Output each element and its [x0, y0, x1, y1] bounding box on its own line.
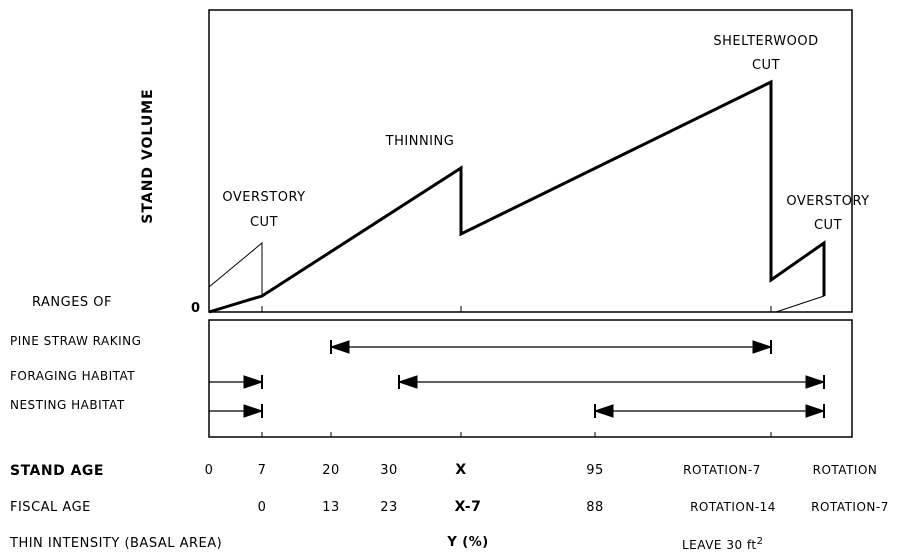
- stand-age-value: ROTATION: [812, 463, 878, 477]
- thin-intensity-leave: LEAVE 30 ft2: [682, 536, 764, 552]
- fiscal-age-value: ROTATION-7: [811, 500, 889, 514]
- annotation-shelterwood-cut-2: CUT: [751, 58, 781, 73]
- annotation-thinning: THINNING: [385, 134, 455, 149]
- annotation-shelterwood-cut-1: SHELTERWOOD: [713, 34, 819, 49]
- volume-envelope-right: [775, 243, 825, 313]
- stand-age-value: 30: [380, 463, 398, 478]
- stand-age-value: 95: [586, 463, 604, 478]
- stand-age-value: 20: [322, 463, 340, 478]
- range-arrow-foraging-early: [209, 375, 264, 389]
- fiscal-age-value: 0: [257, 500, 267, 515]
- range-label-nesting: NESTING HABITAT: [10, 398, 125, 412]
- thin-intensity-leave-text: LEAVE 30 ft: [682, 538, 757, 552]
- fiscal-age-value: X-7: [454, 499, 482, 515]
- stand-volume-curve: [208, 79, 826, 314]
- volume-envelope-left: [208, 241, 263, 296]
- baseline-ticks: [261, 306, 772, 312]
- stand-age-value: X: [455, 462, 467, 478]
- annotation-overstory-cut-left-1: OVERSTORY: [222, 190, 306, 205]
- fiscal-age-value: 13: [322, 500, 340, 515]
- stand-age-value: ROTATION-7: [683, 463, 761, 477]
- range-arrow-nesting-late: [593, 404, 826, 418]
- stand-age-value: 7: [257, 463, 267, 478]
- range-arrow-nesting-early: [209, 404, 264, 418]
- stand-age-value: 0: [204, 463, 214, 478]
- annotation-overstory-cut-right-1: OVERSTORY: [786, 194, 870, 209]
- annotation-overstory-cut-left-2: CUT: [249, 215, 279, 230]
- ranges-frame: [208, 319, 853, 438]
- annotation-overstory-cut-right-2: CUT: [813, 218, 843, 233]
- range-arrow-pine-straw: [329, 340, 773, 354]
- range-ticks: [261, 432, 772, 437]
- range-label-pine-straw: PINE STRAW RAKING: [10, 334, 142, 348]
- volume-plot-frame: [208, 9, 853, 313]
- thin-intensity-label: THIN INTENSITY (BASAL AREA): [10, 536, 223, 551]
- thin-intensity-y-value: Y (%): [447, 535, 489, 550]
- zero-label: 0: [191, 301, 201, 316]
- y-axis-label: STAND VOLUME: [140, 88, 156, 224]
- fiscal-age-value: 88: [586, 500, 604, 515]
- fiscal-age-value: 23: [380, 500, 398, 515]
- range-label-foraging: FORAGING HABITAT: [10, 369, 136, 383]
- fiscal-age-label: FISCAL AGE: [10, 500, 91, 515]
- ranges-header: RANGES OF: [32, 295, 113, 310]
- range-arrow-foraging-late: [397, 375, 826, 389]
- fiscal-age-value: ROTATION-14: [690, 500, 776, 514]
- stand-age-label: STAND AGE: [10, 463, 104, 479]
- thin-intensity-leave-sup: 2: [756, 536, 764, 547]
